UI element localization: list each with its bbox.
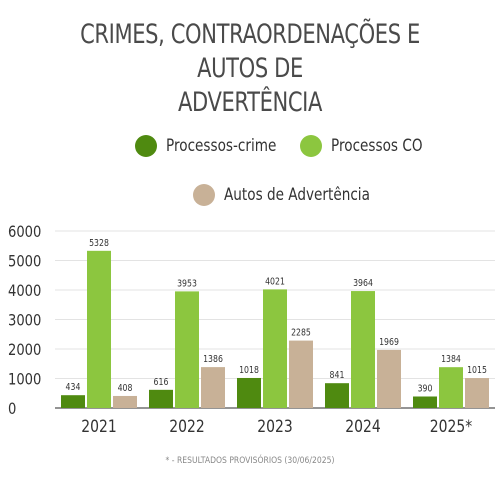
bar-processos-co-2023 [263, 289, 287, 408]
legend-label-processos-crime: Processos-crime [166, 136, 277, 156]
data-label-processos-crime: 1018 [239, 365, 259, 376]
data-label-processos-crime: 616 [154, 377, 169, 388]
data-label-autos: 1386 [203, 354, 223, 365]
data-label-autos: 408 [118, 383, 133, 394]
legend-label-autos: Autos de Advertência [224, 185, 370, 205]
bar-processos-crime-2024 [325, 383, 349, 408]
bar-processos-crime-2025 [413, 396, 437, 408]
data-label-processos-crime: 841 [330, 370, 345, 381]
y-tick-label: 5000 [8, 252, 41, 271]
data-label-processos-co: 5328 [89, 238, 109, 249]
footnote: * - RESULTADOS PROVISÓRIOS (30/06/2025) [165, 456, 335, 466]
data-label-processos-co: 3964 [353, 278, 373, 289]
chart-title-line1: CRIMES, CONTRAORDENAÇÕES E AUTOS DE [80, 19, 420, 84]
legend-label-processos-co: Processos CO [331, 136, 423, 156]
data-label-processos-co: 3953 [177, 279, 197, 290]
y-tick-label: 3000 [8, 311, 41, 330]
bar-autos-2023 [289, 340, 313, 408]
bar-processos-co-2025 [439, 367, 463, 408]
bar-autos-2022 [201, 367, 225, 408]
legend-item-autos: Autos de Advertência [193, 183, 406, 207]
data-label-autos: 2285 [291, 328, 311, 339]
legend-swatch-autos [193, 184, 215, 206]
bar-processos-crime-2023 [237, 377, 261, 408]
y-tick-label: 0 [8, 400, 16, 419]
bar-processos-crime-2022 [149, 389, 173, 408]
bar-processos-crime-2021 [61, 395, 85, 408]
legend-item-processos-co: Processos CO [300, 134, 445, 158]
bar-chart: 0 1000 2000 3000 4000 5000 6000 434 5328 408 2021 6… [8, 223, 495, 437]
bar-processos-co-2021 [87, 250, 111, 408]
bar-processos-co-2024 [351, 291, 375, 408]
data-label-autos: 1969 [379, 337, 399, 348]
data-label-processos-crime: 390 [418, 384, 433, 395]
bar-autos-2021 [113, 395, 137, 408]
data-label-autos: 1015 [467, 365, 487, 376]
x-tick-label: 2024 [345, 417, 381, 437]
y-tick-label: 1000 [8, 370, 41, 389]
legend-swatch-processos-crime [135, 135, 157, 157]
data-label-processos-co: 1384 [441, 354, 461, 365]
bar-autos-2024 [377, 349, 401, 408]
chart-title: CRIMES, CONTRAORDENAÇÕES E AUTOS DE ADVE… [55, 18, 445, 120]
data-label-processos-crime: 434 [66, 382, 81, 393]
legend-swatch-processos-co [300, 135, 322, 157]
data-label-processos-co: 4021 [265, 277, 285, 288]
chart-title-line2: ADVERTÊNCIA [177, 87, 323, 118]
x-tick-label: 2022 [169, 417, 204, 437]
y-tick-label: 6000 [8, 223, 41, 242]
x-tick-label: 2021 [81, 417, 116, 437]
legend-item-processos-crime: Processos-crime [135, 134, 304, 158]
bar-processos-co-2022 [175, 291, 199, 408]
x-tick-label: 2023 [257, 417, 292, 437]
x-tick-label: 2025* [430, 417, 473, 437]
y-tick-label: 2000 [8, 341, 41, 360]
y-tick-label: 4000 [8, 282, 41, 301]
bar-autos-2025 [465, 378, 489, 408]
